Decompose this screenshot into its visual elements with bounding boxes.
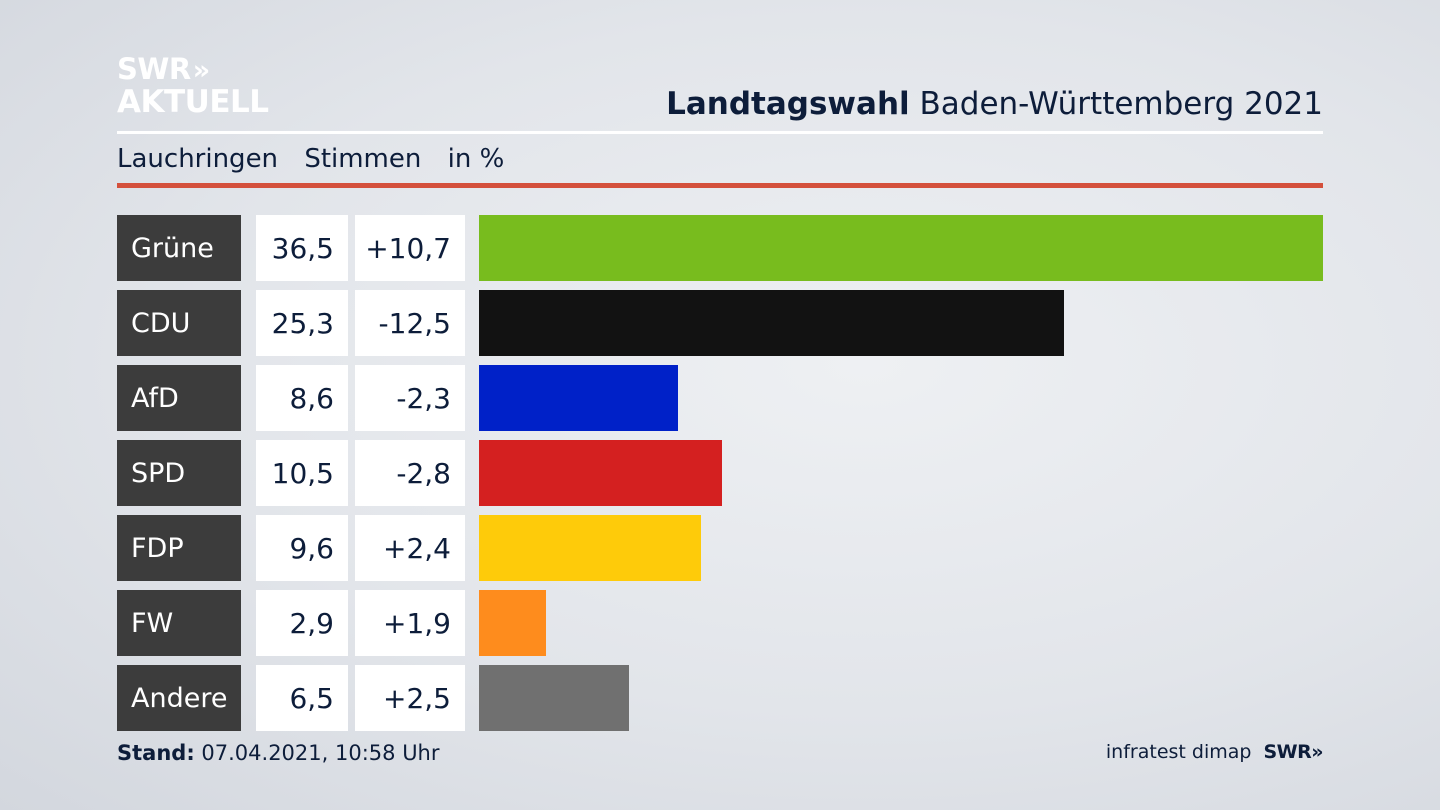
vote-share-value: 9,6: [256, 515, 348, 581]
title-bold: Landtagswahl: [666, 86, 910, 122]
result-bar: [479, 440, 722, 506]
source-text: infratest dimap: [1105, 741, 1252, 763]
result-bar: [479, 215, 1323, 281]
source-credit: infratest dimap SWR»: [1105, 741, 1324, 763]
chart-row: FW 2,9 +1,9: [117, 590, 1323, 656]
chart-row: AfD 8,6 -2,3: [117, 365, 1323, 431]
result-bar: [479, 665, 630, 731]
result-bar: [479, 590, 547, 656]
subtitle-unit: in %: [447, 144, 505, 174]
chart-row: SPD 10,5 -2,8: [117, 440, 1323, 506]
vote-share-value: 10,5: [256, 440, 348, 506]
title-divider: [117, 131, 1323, 134]
chart-row: Grüne 36,5 +10,7: [117, 215, 1323, 281]
accent-divider: [117, 183, 1323, 188]
result-bar: [479, 365, 678, 431]
swr-aktuell-logo: SWR» AKTUELL: [117, 55, 269, 118]
subtitle-place: Lauchringen: [117, 144, 279, 174]
result-bar: [479, 515, 701, 581]
vote-share-value: 36,5: [256, 215, 348, 281]
party-label: SPD: [117, 440, 241, 506]
chart-row: CDU 25,3 -12,5: [117, 290, 1323, 356]
vote-change-value: -2,8: [355, 440, 465, 506]
party-label: FDP: [117, 515, 241, 581]
vote-change-value: -12,5: [355, 290, 465, 356]
chart-row: FDP 9,6 +2,4: [117, 515, 1323, 581]
swr-small-logo: SWR»: [1263, 741, 1323, 763]
logo-chevron-icon: »: [192, 55, 211, 86]
page-title: Landtagswahl Baden-Württemberg 2021: [666, 86, 1323, 122]
party-label: FW: [117, 590, 241, 656]
party-label: Andere: [117, 665, 241, 731]
logo-aktuell-text: AKTUELL: [117, 84, 269, 120]
timestamp: Stand: 07.04.2021, 10:58 Uhr: [117, 741, 440, 765]
vote-share-value: 6,5: [256, 665, 348, 731]
vote-share-value: 2,9: [256, 590, 348, 656]
result-bar: [479, 290, 1065, 356]
party-label: AfD: [117, 365, 241, 431]
stand-value: 07.04.2021, 10:58 Uhr: [201, 741, 440, 765]
chart-row: Andere 6,5 +2,5: [117, 665, 1323, 731]
vote-change-value: +2,4: [355, 515, 465, 581]
vote-change-value: +1,9: [355, 590, 465, 656]
stand-label: Stand:: [117, 741, 195, 765]
subtitle: Lauchringen Stimmen in %: [117, 144, 522, 174]
vote-change-value: +2,5: [355, 665, 465, 731]
party-label: CDU: [117, 290, 241, 356]
vote-share-value: 8,6: [256, 365, 348, 431]
vote-change-value: -2,3: [355, 365, 465, 431]
subtitle-measure: Stimmen: [304, 144, 422, 174]
vote-change-value: +10,7: [355, 215, 465, 281]
logo-swr-text: SWR: [117, 52, 191, 86]
vote-share-value: 25,3: [256, 290, 348, 356]
title-rest: Baden-Württemberg 2021: [919, 86, 1323, 122]
party-label: Grüne: [117, 215, 241, 281]
